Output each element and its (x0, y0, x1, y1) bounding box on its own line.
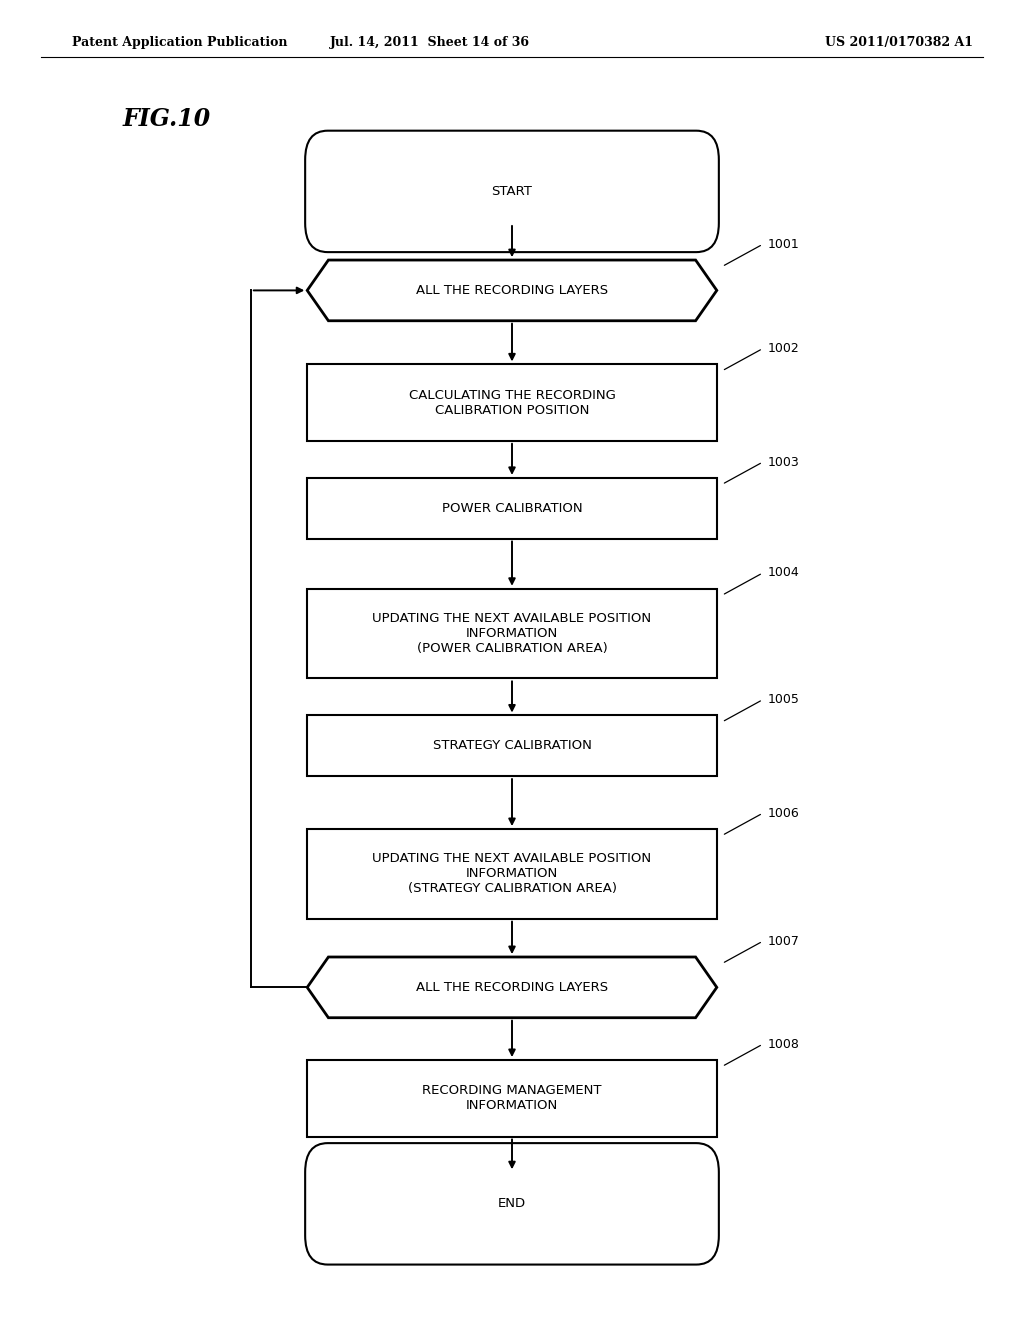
Text: ALL THE RECORDING LAYERS: ALL THE RECORDING LAYERS (416, 981, 608, 994)
Text: 1001: 1001 (768, 238, 800, 251)
Text: Jul. 14, 2011  Sheet 14 of 36: Jul. 14, 2011 Sheet 14 of 36 (330, 36, 530, 49)
Text: 1004: 1004 (768, 566, 800, 579)
Text: 1003: 1003 (768, 455, 800, 469)
Text: END: END (498, 1197, 526, 1210)
Text: UPDATING THE NEXT AVAILABLE POSITION
INFORMATION
(STRATEGY CALIBRATION AREA): UPDATING THE NEXT AVAILABLE POSITION INF… (373, 853, 651, 895)
Text: ALL THE RECORDING LAYERS: ALL THE RECORDING LAYERS (416, 284, 608, 297)
Text: RECORDING MANAGEMENT
INFORMATION: RECORDING MANAGEMENT INFORMATION (422, 1084, 602, 1113)
Text: STRATEGY CALIBRATION: STRATEGY CALIBRATION (432, 739, 592, 752)
FancyBboxPatch shape (305, 131, 719, 252)
Text: CALCULATING THE RECORDING
CALIBRATION POSITION: CALCULATING THE RECORDING CALIBRATION PO… (409, 388, 615, 417)
FancyBboxPatch shape (307, 715, 717, 776)
Text: 1002: 1002 (768, 342, 800, 355)
FancyBboxPatch shape (305, 1143, 719, 1265)
Text: US 2011/0170382 A1: US 2011/0170382 A1 (824, 36, 973, 49)
FancyBboxPatch shape (307, 829, 717, 919)
FancyBboxPatch shape (307, 589, 717, 678)
FancyBboxPatch shape (307, 364, 717, 441)
Text: FIG.10: FIG.10 (123, 107, 211, 131)
Polygon shape (307, 260, 717, 321)
Text: START: START (492, 185, 532, 198)
Text: 1008: 1008 (768, 1038, 800, 1051)
Polygon shape (307, 957, 717, 1018)
Text: 1006: 1006 (768, 807, 800, 820)
FancyBboxPatch shape (307, 1060, 717, 1137)
Text: UPDATING THE NEXT AVAILABLE POSITION
INFORMATION
(POWER CALIBRATION AREA): UPDATING THE NEXT AVAILABLE POSITION INF… (373, 612, 651, 655)
Text: POWER CALIBRATION: POWER CALIBRATION (441, 502, 583, 515)
Text: 1007: 1007 (768, 935, 800, 948)
FancyBboxPatch shape (307, 478, 717, 539)
Text: Patent Application Publication: Patent Application Publication (72, 36, 287, 49)
Text: 1005: 1005 (768, 693, 800, 706)
